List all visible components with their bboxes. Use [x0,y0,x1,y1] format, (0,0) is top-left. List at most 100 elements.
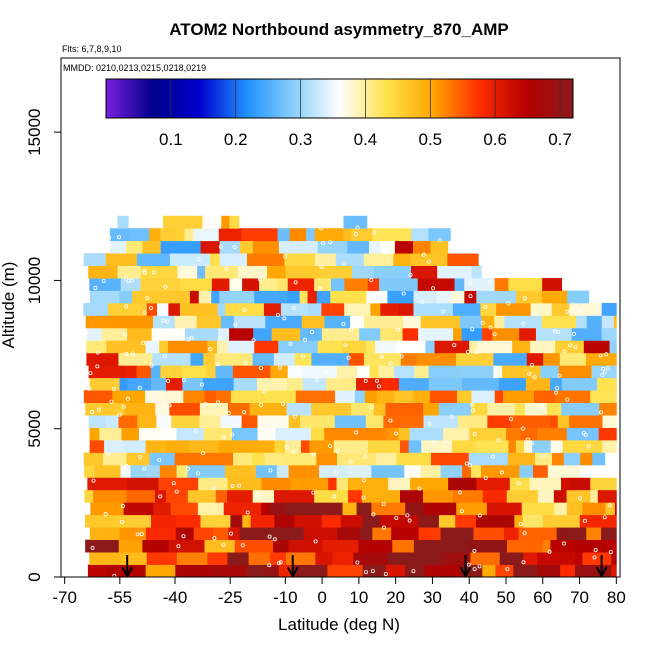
heat-cell [476,340,513,354]
heat-cell [318,265,353,279]
sample-point [426,259,431,264]
heat-cell [376,390,395,404]
heat-cell [160,228,177,242]
heat-cell [163,215,203,229]
sample-point [341,322,346,327]
heat-cell [301,439,310,453]
sample-point [327,443,332,448]
heat-cell [200,452,234,466]
sample-point [82,555,87,560]
heat-cell [574,564,612,577]
heat-cell [583,340,610,354]
sample-point [107,235,112,240]
heat-cell [436,290,452,304]
heat-cell [86,340,107,354]
heat-cell [145,439,167,453]
heat-cell [352,265,375,279]
heat-cell [120,464,131,478]
heat-cell [482,327,493,341]
sample-point [525,437,530,442]
heat-cell [290,477,329,491]
heat-cell [229,278,243,291]
heat-cell [254,290,288,304]
heat-cell [117,265,142,279]
heat-cell [285,552,316,565]
heat-cell [200,514,231,528]
heat-cell [469,340,478,354]
heat-cell [448,477,477,491]
heat-cell [119,527,147,541]
sample-point [602,370,607,375]
heat-cell [182,365,207,379]
sample-point [483,475,488,480]
heat-cell [262,390,297,404]
sample-point [496,438,501,443]
heat-cell [530,302,553,316]
heat-cell [387,552,413,565]
heat-cell [506,489,539,503]
profile-arrow [595,555,608,579]
sample-point [124,351,129,356]
heat-cell [462,464,472,478]
heat-cell [105,564,147,577]
heat-cell [205,265,239,279]
heat-cell [358,427,387,441]
y-tick-label: 5000 [25,410,44,448]
sample-point [319,265,324,270]
sample-point [167,403,172,408]
heat-cell [227,552,250,565]
heat-cell [136,253,171,266]
heat-cell [413,290,437,304]
heat-cell [87,477,128,491]
heat-cell [93,489,127,503]
heat-cell [526,352,544,366]
sample-point [577,308,582,313]
heat-cell [209,253,221,266]
sample-point [196,257,201,262]
sample-point [466,562,471,567]
y-axis-label: Altitude (m) [0,262,18,349]
sample-point [293,280,298,285]
sample-point [245,510,250,515]
sample-point [562,349,567,354]
heat-cell [227,340,255,354]
heat-cell [365,340,376,354]
heat-cell [193,228,220,242]
sample-point [388,418,393,423]
heat-cell [541,290,568,304]
heat-cell [530,340,556,354]
heat-cell [221,215,230,229]
heat-cell [364,390,378,404]
sample-point [554,390,559,395]
sample-point [471,408,476,413]
heat-cell [494,278,509,291]
heat-cell [310,427,325,441]
heat-cell [515,439,525,453]
heat-cell [321,302,345,316]
heat-cell [602,415,617,428]
sample-point [117,235,122,240]
heat-cell [121,427,140,441]
heat-cell [277,278,289,291]
sample-point [189,335,194,340]
heat-cell [403,315,422,329]
sample-point [215,362,220,367]
sample-point [427,421,432,426]
sample-point [275,313,280,318]
sample-point [348,327,353,332]
heat-cell [145,340,160,354]
heat-cell [574,552,583,565]
heat-cell [127,327,153,341]
heat-cell [248,552,271,565]
heat-cell [423,402,440,416]
heat-cell [429,527,441,541]
heat-cell [550,539,576,553]
heat-cell [149,228,161,242]
heat-cell [86,352,119,366]
sample-point [129,278,134,283]
heat-cell [159,464,178,478]
heat-cell [413,539,433,553]
heat-cell [428,228,451,242]
heat-cell [300,327,323,341]
